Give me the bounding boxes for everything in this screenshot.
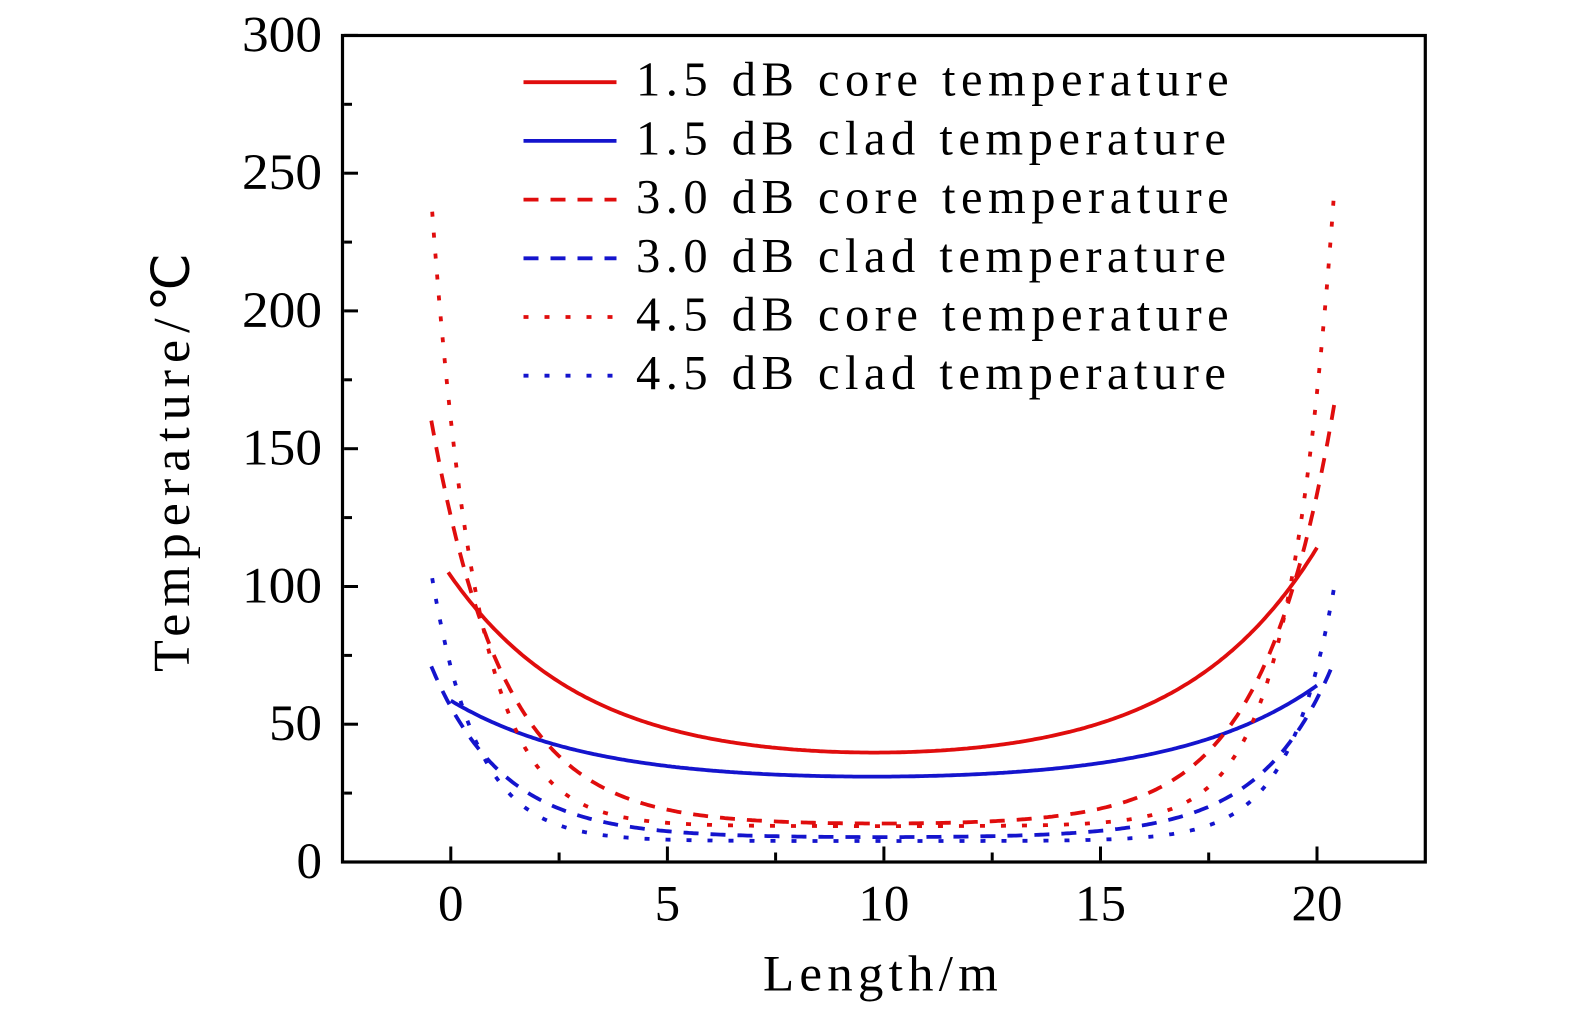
svg-text:1.5 dB core temperature: 1.5 dB core temperature — [636, 54, 1234, 107]
svg-text:Length/m: Length/m — [763, 947, 1003, 1003]
svg-text:50: 50 — [269, 696, 322, 752]
svg-text:3.0 dB clad temperature: 3.0 dB clad temperature — [636, 230, 1231, 283]
svg-text:3.0 dB core temperature: 3.0 dB core temperature — [636, 171, 1234, 224]
svg-text:20: 20 — [1292, 876, 1343, 932]
svg-text:300: 300 — [242, 7, 322, 63]
svg-text:250: 250 — [242, 145, 322, 201]
svg-text:5: 5 — [655, 876, 681, 932]
svg-text:0: 0 — [297, 834, 323, 890]
svg-text:10: 10 — [858, 876, 909, 932]
svg-text:0: 0 — [438, 876, 464, 932]
svg-text:Temperature/℃: Temperature/℃ — [144, 246, 201, 672]
svg-text:4.5 dB core temperature: 4.5 dB core temperature — [636, 289, 1234, 342]
svg-text:15: 15 — [1075, 876, 1126, 932]
svg-text:4.5 dB clad temperature: 4.5 dB clad temperature — [636, 347, 1231, 400]
svg-text:150: 150 — [242, 421, 322, 477]
svg-text:100: 100 — [242, 559, 322, 615]
svg-text:1.5 dB clad temperature: 1.5 dB clad temperature — [636, 112, 1231, 165]
svg-text:200: 200 — [242, 283, 322, 339]
